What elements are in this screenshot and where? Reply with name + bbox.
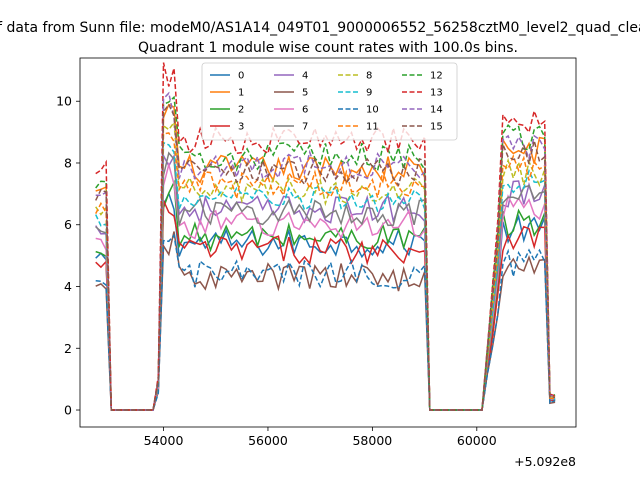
y-tick-label: 6: [64, 217, 72, 232]
chart-title: Quadrant 1 module wise count rates with …: [138, 40, 518, 56]
legend-label-12: 12: [430, 71, 443, 82]
series-line-13: [95, 62, 556, 411]
series-layer: [95, 62, 556, 411]
legend-label-13: 13: [430, 88, 443, 99]
series-line-9: [95, 141, 556, 411]
ticks-layer: 54000 56000 58000 60000 0 2 4 6 8 10: [56, 94, 497, 448]
legend-label-6: 6: [302, 105, 308, 116]
figure-suptitle: Plot of data from Sunn file: modeM0/AS1A…: [0, 20, 640, 36]
legend-label-2: 2: [238, 105, 244, 116]
legend-label-4: 4: [302, 71, 308, 82]
legend-label-8: 8: [366, 71, 372, 82]
legend-label-14: 14: [430, 105, 443, 116]
series-line-15: [95, 103, 556, 411]
legend-label-15: 15: [430, 122, 443, 133]
y-tick-label: 0: [64, 403, 72, 418]
legend-label-9: 9: [366, 88, 372, 99]
legend-label-1: 1: [238, 88, 244, 99]
axes-frame: [79, 57, 577, 428]
x-tick-label: 60000: [457, 433, 497, 448]
x-tick-label: 56000: [248, 433, 288, 448]
x-tick-label: 54000: [144, 433, 184, 448]
legend-label-3: 3: [238, 122, 244, 133]
y-tick-label: 8: [64, 155, 72, 170]
legend-label-5: 5: [302, 88, 308, 99]
series-line-3: [95, 200, 556, 411]
legend-label-10: 10: [366, 105, 379, 116]
legend-label-11: 11: [366, 122, 379, 133]
x-tick-label: 58000: [352, 433, 392, 448]
x-offset-label: +5.092e8: [514, 454, 576, 469]
series-line-10: [95, 233, 556, 411]
series-line-5: [95, 231, 556, 411]
y-tick-label: 10: [56, 94, 72, 109]
y-tick-label: 2: [64, 341, 72, 356]
y-tick-label: 4: [64, 279, 72, 294]
legend-box: [201, 62, 458, 141]
plot-area: [79, 57, 577, 428]
legend-label-0: 0: [238, 71, 244, 82]
legend-label-7: 7: [302, 122, 308, 133]
